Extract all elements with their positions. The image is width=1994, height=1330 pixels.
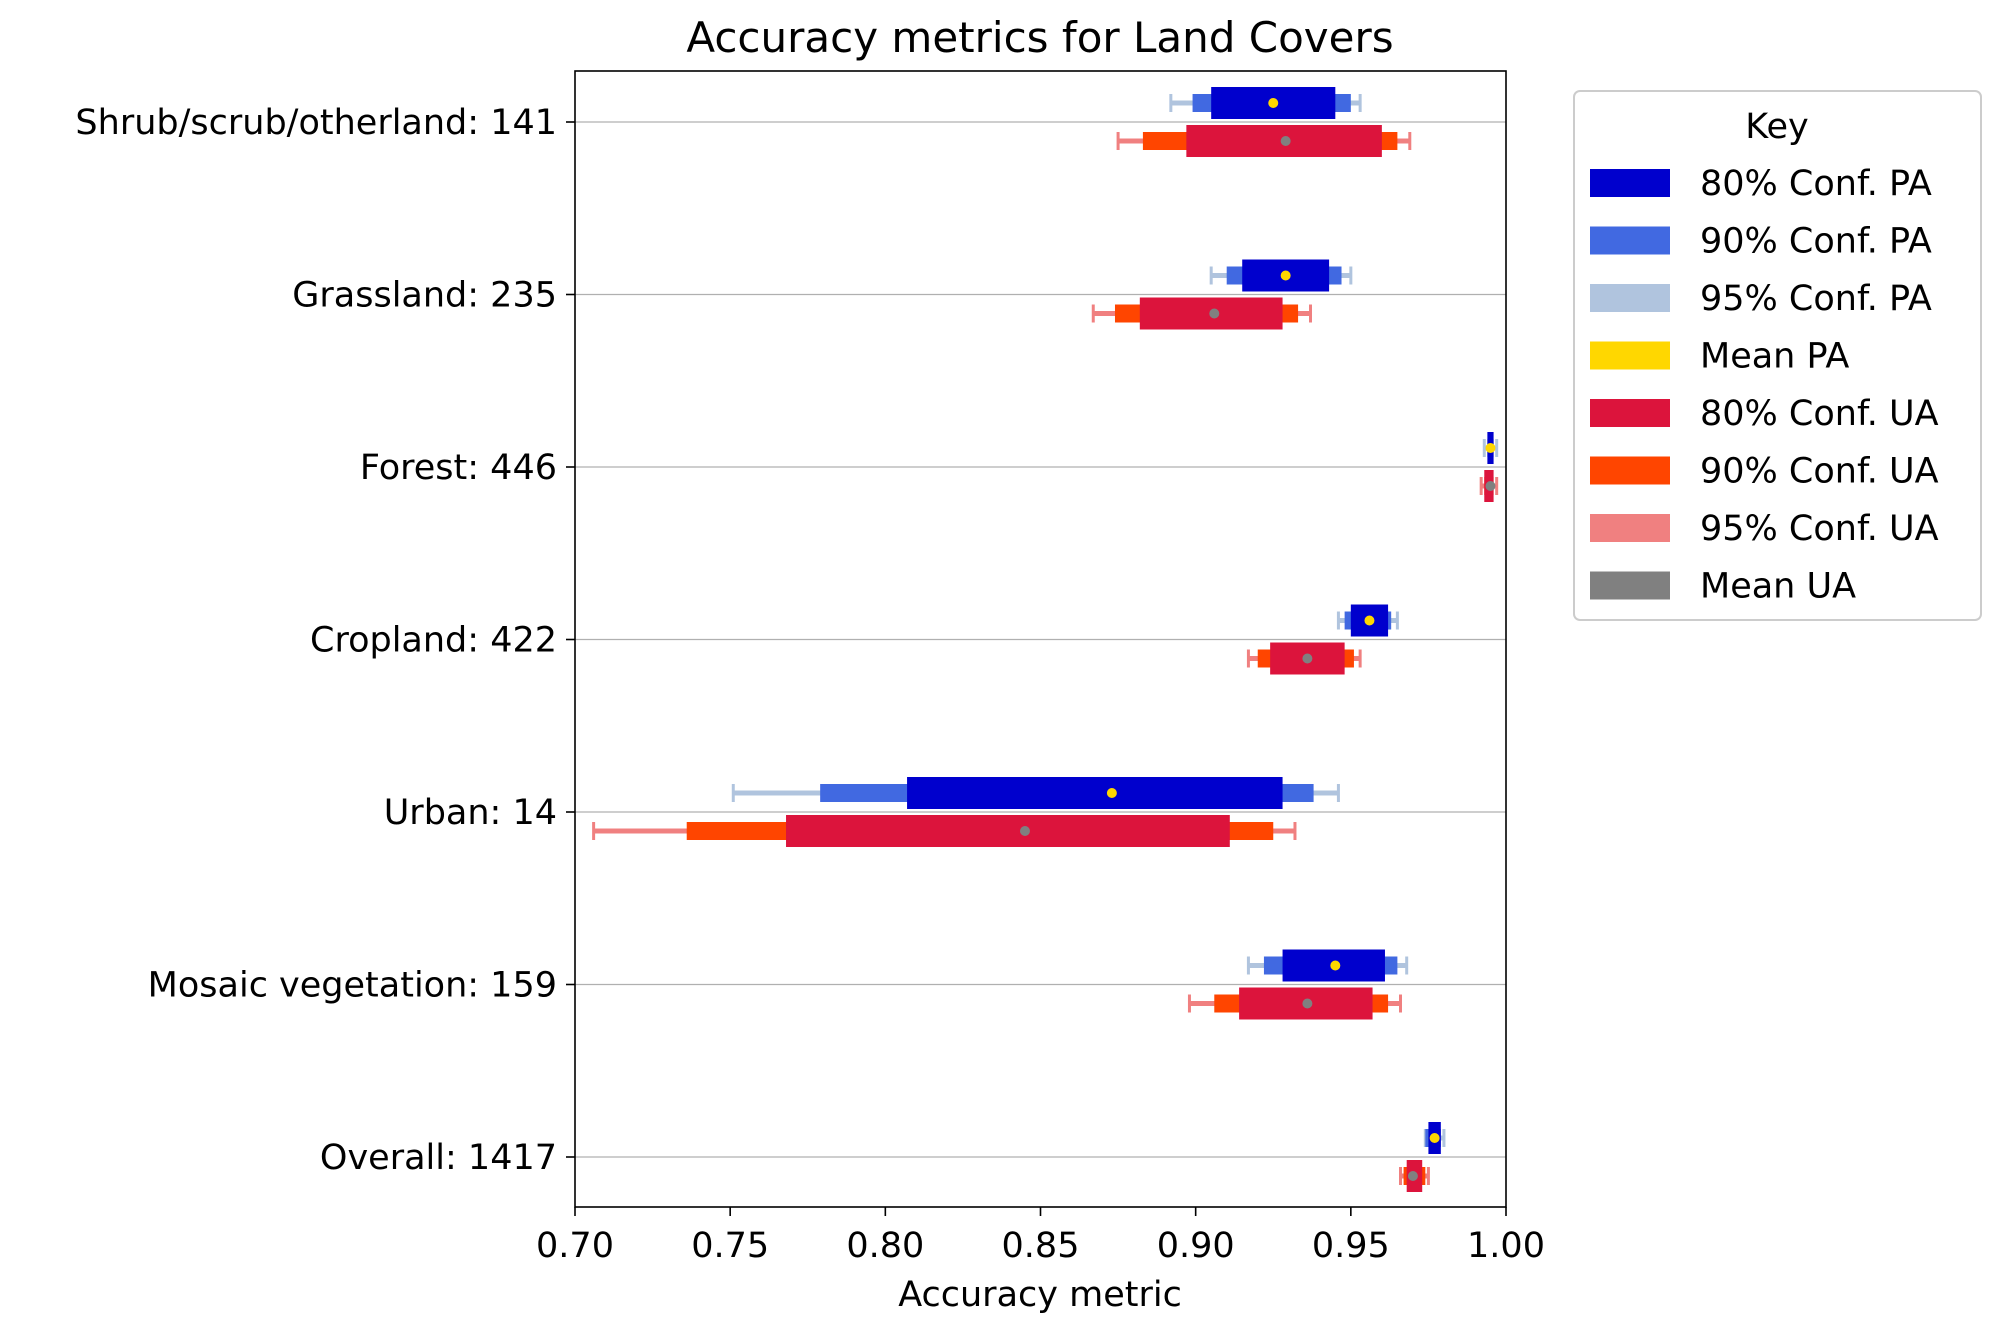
legend-label: 90% Conf. UA <box>1700 452 1939 492</box>
gridlines <box>575 121 1506 1158</box>
legend-label: 80% Conf. PA <box>1700 164 1932 204</box>
x-tick-label: 0.95 <box>1312 1226 1390 1266</box>
legend: Key 80% Conf. PA 90% Conf. PA 95% Conf. PA… <box>1573 90 1982 621</box>
x-tick-label: 1.00 <box>1467 1226 1545 1266</box>
ua-mean-point <box>1209 308 1220 319</box>
pa-mean-point <box>1429 1133 1440 1143</box>
plot-marks <box>592 87 1499 1192</box>
chart-title: Accuracy metrics for Land Covers <box>686 13 1393 62</box>
legend-label: 90% Conf. PA <box>1700 222 1932 262</box>
legend-swatch <box>1590 226 1670 255</box>
legend-label: 80% Conf. UA <box>1700 394 1939 434</box>
legend-swatch <box>1590 169 1670 197</box>
ua-mean-point <box>1407 1171 1418 1181</box>
y-axis: Shrub/scrub/otherland: 141 Grassland: 235… <box>75 103 575 1178</box>
y-tick-label: Grassland: 235 <box>292 276 557 316</box>
y-tick-label: Mosaic vegetation: 159 <box>148 966 557 1006</box>
pa-mean-point <box>1364 615 1375 626</box>
legend-swatch <box>1590 514 1670 542</box>
pa-mean-point <box>1106 788 1117 798</box>
pa-mean-point <box>1485 443 1496 453</box>
legend-swatch <box>1590 341 1670 370</box>
ua-ci80-bar <box>786 815 1230 847</box>
x-tick-label: 0.80 <box>846 1226 924 1266</box>
legend-label: 95% Conf. PA <box>1700 279 1932 319</box>
legend-swatch <box>1590 571 1670 600</box>
legend-title: Key <box>1745 107 1808 147</box>
x-axis-label: Accuracy metric <box>898 1275 1182 1315</box>
legend-swatch <box>1590 456 1670 485</box>
ua-mean-point <box>1485 481 1496 491</box>
y-tick-label: Overall: 1417 <box>320 1138 557 1178</box>
x-tick-label: 0.90 <box>1157 1226 1235 1266</box>
pa-mean-point <box>1280 270 1291 281</box>
legend-swatch <box>1590 399 1670 427</box>
x-tick-label: 0.75 <box>691 1226 769 1266</box>
pa-mean-point <box>1330 960 1341 971</box>
y-tick-label: Forest: 446 <box>360 448 557 488</box>
legend-swatch <box>1590 284 1670 312</box>
ua-mean-point <box>1302 998 1313 1009</box>
ua-mean-point <box>1019 826 1030 836</box>
ua-mean-point <box>1280 136 1291 146</box>
legend-label: 95% Conf. UA <box>1700 509 1939 549</box>
y-tick-label: Urban: 14 <box>384 793 557 833</box>
x-tick-label: 0.70 <box>536 1226 614 1266</box>
x-tick-label: 0.85 <box>1002 1226 1080 1266</box>
ua-mean-point <box>1302 653 1313 664</box>
y-tick-label: Shrub/scrub/otherland: 141 <box>75 103 557 143</box>
pa-ci80-bar <box>907 777 1283 809</box>
legend-box <box>1573 90 1982 621</box>
pa-mean-point <box>1268 98 1279 108</box>
x-axis: 0.70 0.75 0.80 0.85 0.90 0.95 1.00 <box>536 1207 1545 1266</box>
legend-label: Mean PA <box>1700 337 1849 377</box>
y-tick-label: Cropland: 422 <box>310 621 557 661</box>
legend-label: Mean UA <box>1700 567 1856 607</box>
